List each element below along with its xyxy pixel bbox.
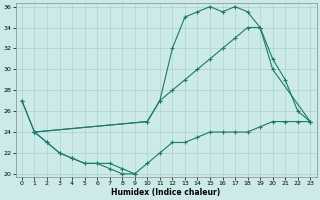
X-axis label: Humidex (Indice chaleur): Humidex (Indice chaleur) (111, 188, 221, 197)
